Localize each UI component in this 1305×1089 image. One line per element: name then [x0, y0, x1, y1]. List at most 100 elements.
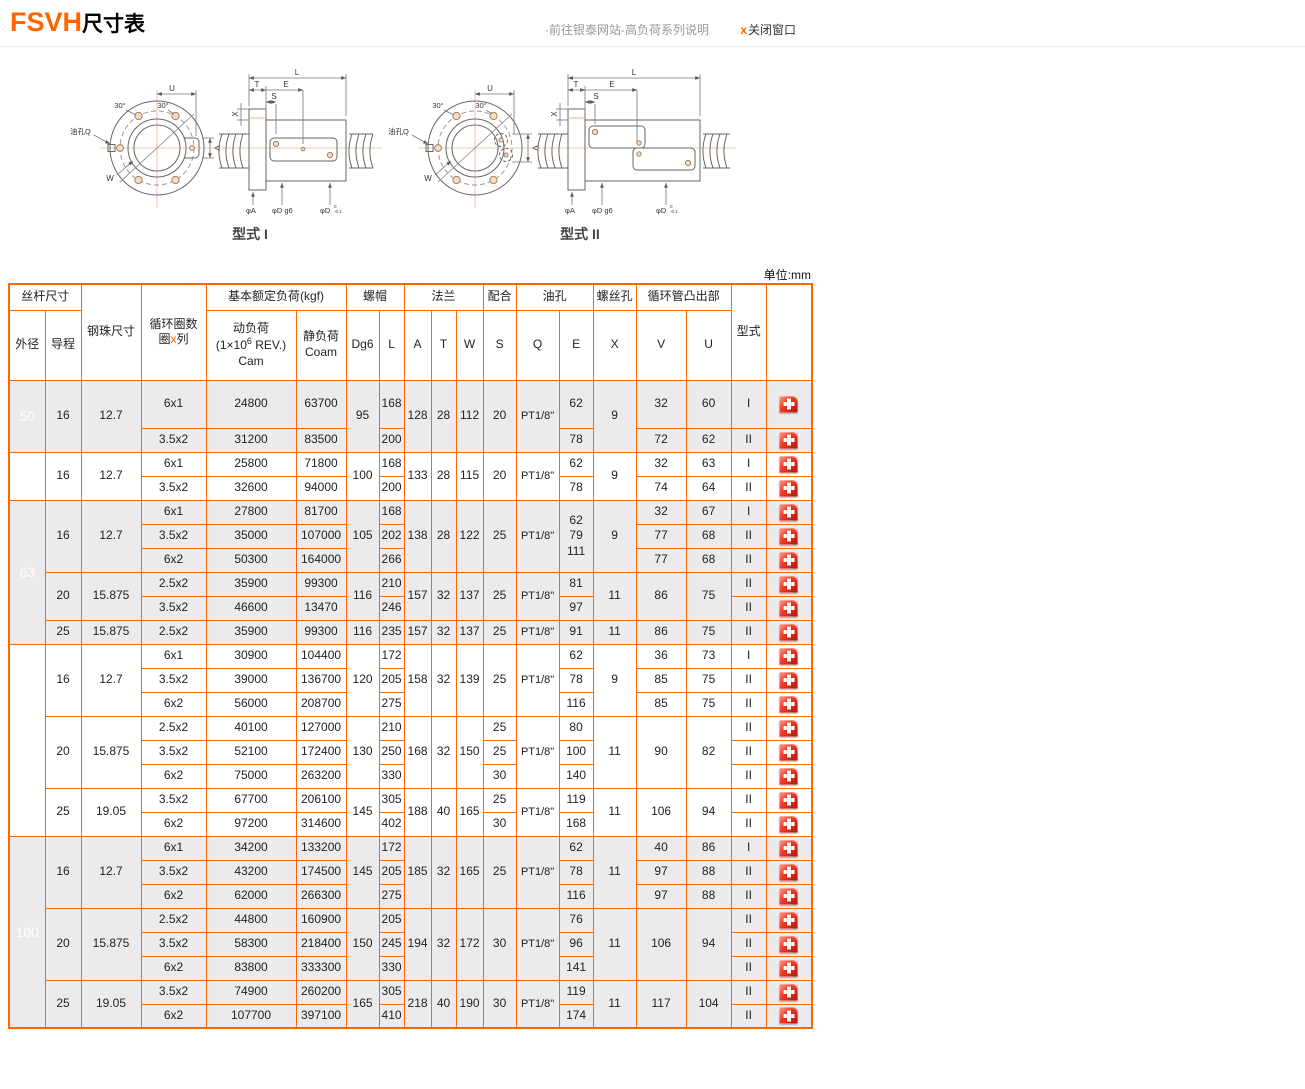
table-cell: 3.5x2 — [140, 739, 207, 765]
table-cell: 52100 — [205, 739, 297, 765]
table-cell: 172 — [378, 643, 405, 669]
header-tube: 循环管凸出部 — [635, 283, 732, 311]
table-cell: 39000 — [205, 667, 297, 693]
table-row: 3.5x2 39000 136700 205 78 85 75 II — [9, 667, 813, 693]
table-cell: 150 — [345, 907, 380, 981]
cad-download-icon[interactable] — [779, 839, 799, 857]
cad-download-icon[interactable] — [779, 599, 799, 617]
spec-table-body: 50 16 12.7 6x1 24800 63700 95 168 128 28 112 20 PT1/… — [8, 379, 813, 1029]
cad-download-icon[interactable] — [779, 911, 799, 929]
row-label-outer-diameter: 55 — [8, 451, 46, 501]
table-cell: 3.5x2 — [140, 667, 207, 693]
table-cell: 20 — [44, 715, 82, 789]
table-cell: 40 — [635, 835, 687, 861]
table-cell: II — [730, 931, 767, 957]
table-cell: 40 — [430, 979, 457, 1029]
cad-download-icon[interactable] — [779, 395, 799, 413]
table-cell: 100 — [558, 739, 594, 765]
table-cell: 235 — [378, 619, 405, 645]
table-cell: 11 — [592, 979, 637, 1029]
cad-download-icon[interactable] — [779, 431, 799, 449]
header-static-load: 静负荷 Coam — [295, 309, 347, 381]
cad-download-icon[interactable] — [779, 671, 799, 689]
table-row: 3.5x2 46600 13470 246 97 II — [9, 595, 813, 621]
table-row: 6x2 97200 314600 402 30 168 II — [9, 811, 813, 837]
table-cell: 94 — [685, 787, 732, 837]
table-row: 3.5x2 32600 94000 200 78 74 64 II — [9, 475, 813, 501]
table-cell: 35000 — [205, 523, 297, 549]
cad-cell — [765, 619, 813, 645]
header-row-columns: 外径 导程 动负荷 (1×106 REV.) Cam 静负荷 Coam Dg6 … — [8, 309, 812, 381]
table-cell: II — [730, 787, 767, 813]
dyn-sup: 6 — [246, 336, 252, 347]
table-cell: 185 — [403, 835, 432, 909]
table-cell: II — [730, 859, 767, 885]
dyn-line2b: REV.) — [251, 338, 287, 353]
table-cell: 32 — [430, 907, 457, 981]
table-cell: 78 — [558, 427, 594, 453]
table-cell: 11 — [592, 835, 637, 909]
cad-download-icon[interactable] — [779, 887, 799, 905]
table-row: 20 15.875 2.5x2 40100 127000 130 210 168 32 150 25… — [9, 715, 813, 789]
cad-cell — [765, 859, 813, 885]
cad-download-icon[interactable] — [779, 455, 799, 473]
table-cell: II — [730, 523, 767, 549]
dim-phi-d-g6-label: φD g6 — [272, 206, 293, 215]
cad-download-icon[interactable] — [779, 647, 799, 665]
cad-download-icon[interactable] — [779, 623, 799, 641]
table-cell: II — [730, 883, 767, 909]
oil-hole-label: 油孔Q — [70, 126, 91, 136]
table-cell: 107000 — [295, 523, 347, 549]
table-cell: 305 — [378, 979, 405, 1005]
table-cell: 190 — [455, 979, 484, 1029]
table-cell: 15.875 — [80, 907, 142, 981]
cad-download-icon[interactable] — [779, 1007, 799, 1025]
table-cell: 136700 — [295, 667, 347, 693]
header-circuits-line1: 循环圈数 — [149, 316, 198, 331]
cad-download-icon[interactable] — [779, 575, 799, 593]
table-cell: 333300 — [295, 955, 347, 981]
cad-download-icon[interactable] — [779, 863, 799, 881]
close-label: 关闭窗口 — [748, 23, 797, 37]
table-cell: 19.05 — [80, 787, 142, 837]
cad-download-icon[interactable] — [779, 791, 799, 809]
table-cell: 205 — [378, 859, 405, 885]
header-circuits-pre: 圈 — [158, 332, 171, 347]
cad-download-icon[interactable] — [779, 479, 799, 497]
cad-download-icon[interactable] — [779, 767, 799, 785]
cad-cell — [765, 523, 813, 549]
header-u: U — [685, 309, 732, 381]
table-cell: PT1/8" — [515, 619, 560, 645]
header-dg6: Dg6 — [345, 309, 380, 381]
header-dynamic-load: 动负荷 (1×106 REV.) Cam — [205, 309, 297, 381]
table-cell: 164000 — [295, 547, 347, 573]
cad-download-icon[interactable] — [779, 983, 799, 1001]
table-cell: 58300 — [205, 931, 297, 957]
series-info-link[interactable]: ·前往银泰网站-高负荷系列说明 — [545, 23, 709, 37]
table-cell: 32 — [430, 619, 457, 645]
table-cell: 116 — [558, 691, 594, 717]
table-cell: 67700 — [205, 787, 297, 813]
table-cell: 6x1 — [140, 643, 207, 669]
diagram-type1: U 30° 30° 油孔Q W V — [60, 58, 405, 248]
cad-download-icon[interactable] — [779, 959, 799, 977]
cad-download-icon[interactable] — [779, 551, 799, 569]
table-cell: 62 — [558, 835, 594, 861]
cad-download-icon[interactable] — [779, 503, 799, 521]
table-cell: 200 — [378, 475, 405, 501]
cad-cell — [765, 499, 813, 525]
cad-download-icon[interactable] — [779, 743, 799, 761]
cad-download-icon[interactable] — [779, 815, 799, 833]
table-cell: II — [730, 907, 767, 933]
table-cell: 68 — [685, 547, 732, 573]
table-cell: 6x1 — [140, 379, 207, 429]
cad-download-icon[interactable] — [779, 695, 799, 713]
cad-download-icon[interactable] — [779, 527, 799, 545]
close-window-button[interactable]: x关闭窗口 — [740, 23, 796, 37]
cad-download-icon[interactable] — [779, 935, 799, 953]
table-cell: 88 — [685, 859, 732, 885]
table-cell: 6x1 — [140, 835, 207, 861]
cad-cell — [765, 763, 813, 789]
cad-download-icon[interactable] — [779, 719, 799, 737]
table-cell: 19.05 — [80, 979, 142, 1029]
